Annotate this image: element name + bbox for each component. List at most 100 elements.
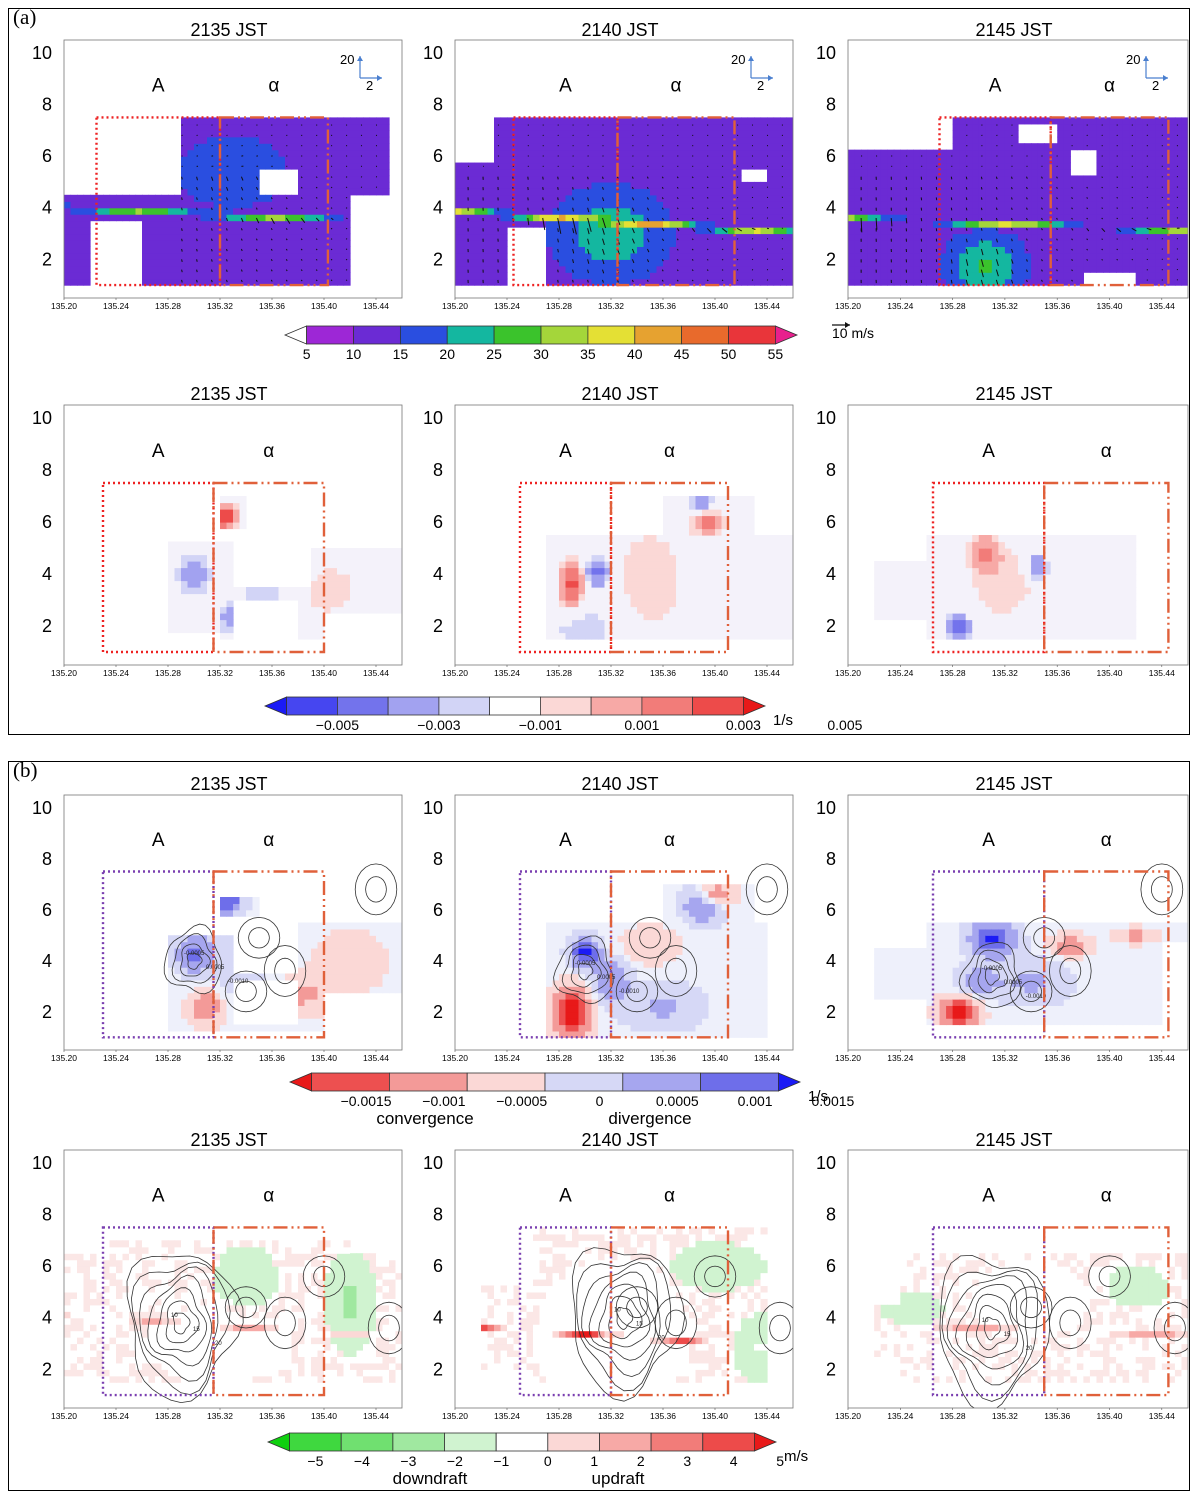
field-cell — [259, 136, 267, 144]
wind-vector — [1086, 238, 1088, 241]
field-cell — [174, 580, 182, 588]
field-cell — [194, 233, 202, 241]
field-cell — [291, 207, 299, 215]
field-cell — [965, 175, 973, 183]
y-tick-label: 6 — [42, 146, 52, 166]
field-cell — [220, 626, 228, 634]
field-cell — [708, 181, 716, 189]
field-cell — [207, 136, 215, 144]
field-cell — [330, 587, 338, 595]
field-cell — [972, 265, 980, 273]
field-cell — [1135, 246, 1143, 254]
field-cell — [721, 123, 729, 131]
field-cell — [702, 175, 710, 183]
field-cell — [565, 619, 573, 627]
field-cell — [376, 567, 384, 575]
field-cell — [1004, 117, 1013, 125]
field-cell — [861, 156, 869, 164]
field-cell — [474, 214, 482, 222]
field-cell — [181, 117, 189, 125]
field-cell — [689, 233, 697, 241]
field-cell — [676, 239, 684, 247]
field-cell — [1018, 149, 1026, 157]
field-cell — [611, 220, 619, 228]
wind-vector — [1101, 176, 1103, 179]
field-cell — [181, 214, 189, 222]
field-cell — [272, 227, 280, 235]
field-cell — [952, 272, 960, 280]
field-cell — [959, 259, 967, 267]
y-tick-label: 10 — [423, 43, 443, 63]
field-cell — [142, 227, 150, 235]
wind-vector — [300, 217, 306, 224]
field-cell — [487, 175, 495, 183]
field-cell — [978, 156, 986, 164]
field-cell — [174, 626, 182, 634]
field-cell — [317, 194, 325, 202]
field-cell — [474, 194, 482, 202]
field-cell — [1135, 233, 1143, 241]
field-cell — [598, 252, 606, 260]
field-cell — [233, 502, 241, 510]
field-cell — [848, 162, 856, 170]
field-cell — [754, 117, 762, 125]
field-cell — [278, 194, 286, 202]
field-cell — [721, 156, 729, 164]
field-cell — [676, 265, 684, 273]
field-cell — [656, 246, 664, 254]
field-cell — [552, 207, 560, 215]
field-cell — [848, 175, 856, 183]
field-cell — [572, 554, 580, 562]
field-cell — [455, 246, 463, 254]
field-cell — [1031, 201, 1039, 209]
compass-y-label: 20 — [340, 52, 354, 67]
x-tick-label: 135.32 — [207, 301, 233, 311]
field-cell — [1031, 175, 1039, 183]
x-tick-label: 135.36 — [259, 301, 285, 311]
field-cell — [1155, 227, 1163, 235]
wind-vector — [995, 176, 998, 180]
field-cell — [1089, 175, 1098, 183]
field-cell — [919, 233, 928, 241]
field-cell — [494, 220, 502, 228]
field-cell — [1181, 162, 1188, 170]
field-cell — [239, 194, 247, 202]
field-cell — [520, 201, 528, 209]
field-cell — [161, 214, 169, 222]
field-cell — [578, 593, 586, 601]
field-cell — [1129, 188, 1137, 196]
field-cell — [343, 227, 351, 235]
field-cell — [1174, 246, 1183, 254]
field-cell — [1161, 162, 1169, 170]
field-cell — [343, 194, 351, 202]
field-cell — [708, 265, 716, 273]
field-cell — [298, 587, 306, 595]
field-cell — [578, 181, 586, 189]
field-cell — [155, 246, 163, 254]
field-cell — [991, 259, 999, 267]
field-cell — [272, 143, 280, 151]
field-cell — [552, 117, 560, 125]
field-cell — [780, 239, 788, 247]
field-cell — [972, 214, 980, 222]
field-cell — [630, 600, 638, 608]
field-cell — [617, 239, 625, 247]
field-cell — [887, 227, 895, 235]
field-cell — [728, 149, 736, 157]
field-cell — [715, 117, 723, 125]
field-cell — [207, 574, 215, 582]
field-cell — [630, 541, 638, 549]
field-cell — [682, 272, 690, 280]
field-cell — [611, 123, 619, 131]
field-cell — [643, 220, 651, 228]
field-cell — [728, 259, 736, 267]
wind-vector — [890, 217, 893, 227]
field-cell — [643, 587, 651, 595]
field-cell — [187, 554, 195, 562]
field-cell — [998, 207, 1006, 215]
field-cell — [252, 162, 260, 170]
field-cell — [337, 175, 345, 183]
field-cell — [455, 259, 463, 267]
field-cell — [1155, 220, 1163, 228]
